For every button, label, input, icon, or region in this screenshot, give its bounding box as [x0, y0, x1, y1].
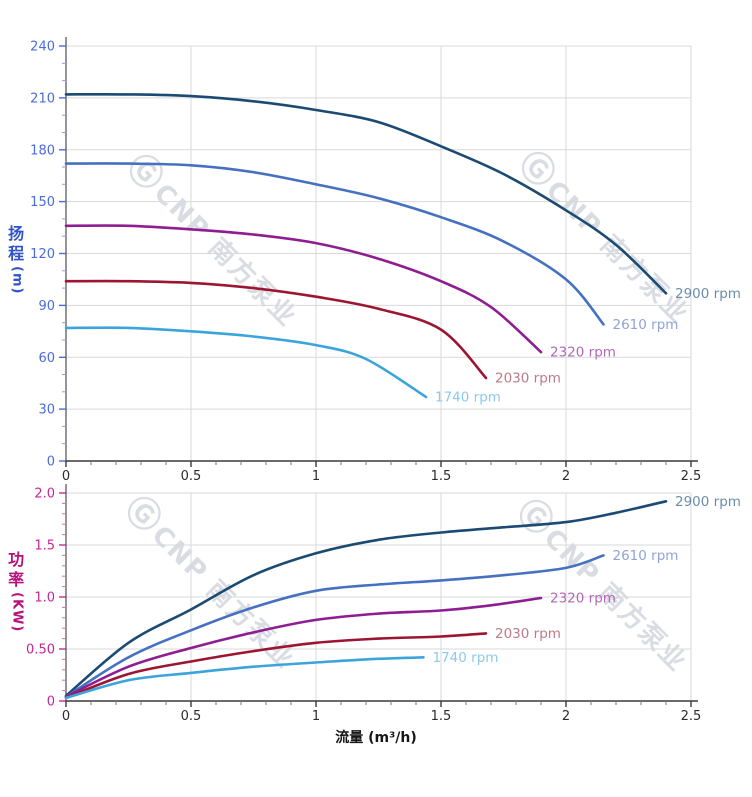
y-tick-label: 240 — [30, 40, 55, 55]
y-tick-label: 0 — [47, 455, 55, 470]
y-tick-label: 30 — [38, 403, 55, 418]
curve-label-1740rpm: 1740 rpm — [435, 390, 501, 406]
curve-1740rpm — [64, 326, 428, 399]
flow-axis-title: 流量 (m³/h) — [335, 730, 417, 746]
curve-2030rpm — [64, 279, 488, 380]
x-tick-label: 1.5 — [431, 709, 452, 724]
x-tick-label: 2.5 — [681, 709, 702, 724]
x-tick-label: 2 — [562, 469, 570, 484]
curve-label-1740rpm: 1740 rpm — [433, 650, 499, 666]
x-tick-label: 1 — [312, 709, 320, 724]
x-tick-label: 0.5 — [181, 709, 202, 724]
head-axis-title-char: 扬 — [8, 224, 25, 243]
x-tick-label: 1 — [312, 469, 320, 484]
head-axis-title: 扬 程 (m) — [8, 224, 24, 294]
curve-label-2900rpm: 2900 rpm — [675, 286, 741, 302]
curve-label-2320rpm: 2320 rpm — [550, 345, 616, 361]
curve-2610rpm — [64, 162, 605, 326]
curve-label-2320rpm: 2320 rpm — [550, 591, 616, 607]
head-axis-title-char: 程 — [8, 244, 25, 263]
curve-label-2030rpm: 2030 rpm — [495, 626, 561, 642]
power-chart: 0 0.50 1.0 1.5 2.0 0 0.5 1 1.5 2 2.5 2900 rpm 2610 r… — [26, 484, 741, 724]
y-tick-label: 60 — [38, 351, 55, 366]
power-axis-title-char: 率 — [8, 570, 25, 589]
curve-label-2030rpm: 2030 rpm — [495, 371, 561, 387]
y-tick-label: 210 — [30, 91, 55, 106]
curve-2320rpm — [64, 596, 543, 699]
x-tick-label: 1.5 — [431, 469, 452, 484]
x-tick-label: 0.5 — [181, 469, 202, 484]
x-tick-label: 2.5 — [681, 469, 702, 484]
y-tick-label: 150 — [30, 195, 55, 210]
curve-2900rpm — [64, 92, 668, 295]
power-axis-unit: (KW) — [9, 592, 25, 633]
x-tick-label: 2 — [562, 709, 570, 724]
y-tick-label: 1.5 — [34, 539, 55, 554]
y-tick-label: 120 — [30, 247, 55, 262]
power-axis-title-char: 功 — [8, 550, 25, 569]
y-tick-label: 90 — [38, 299, 55, 314]
curve-2030rpm — [64, 632, 488, 700]
y-tick-label: 0 — [47, 695, 55, 710]
curve-label-2900rpm: 2900 rpm — [675, 494, 741, 510]
power-axis-title: 功 率 (KW) — [8, 550, 24, 632]
curve-1740rpm — [64, 656, 425, 700]
curve-2610rpm — [64, 554, 605, 699]
head-chart: 0 30 60 90 120 150 180 210 240 0 0.5 1 1.5 2 2.5 2900 r… — [30, 37, 741, 484]
head-axis-unit: (m) — [9, 266, 25, 295]
y-tick-label: 1.0 — [34, 591, 55, 606]
x-tick-label: 0 — [62, 469, 70, 484]
y-tick-label: 0.50 — [26, 643, 55, 658]
curve-2900rpm — [64, 500, 668, 698]
y-tick-label: 180 — [30, 143, 55, 158]
curve-2320rpm — [64, 224, 543, 354]
curve-label-2610rpm: 2610 rpm — [613, 317, 679, 333]
curve-label-2610rpm: 2610 rpm — [613, 548, 679, 564]
y-tick-label: 2.0 — [34, 487, 55, 502]
x-tick-label: 0 — [62, 709, 70, 724]
